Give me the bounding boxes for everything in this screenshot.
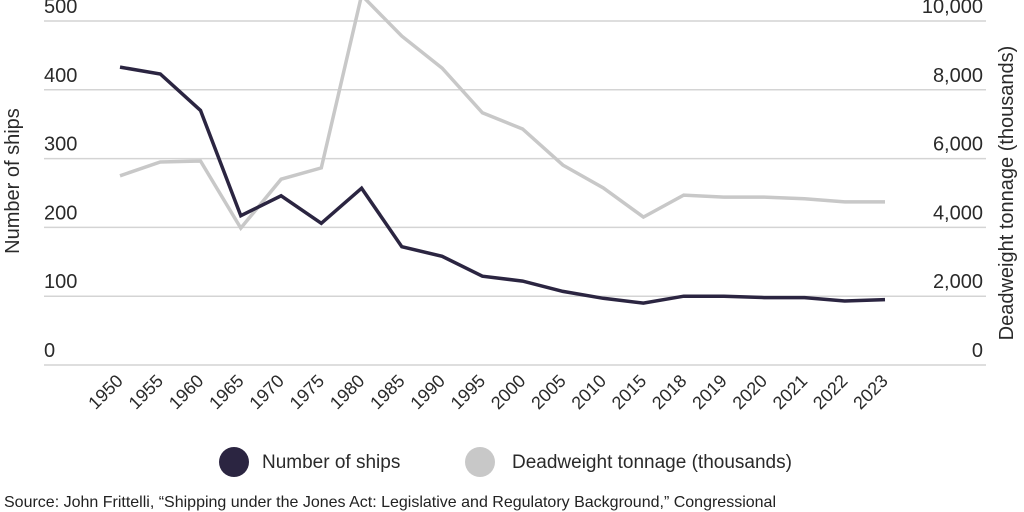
legend-label-tonnage: Deadweight tonnage (thousands)	[512, 452, 792, 473]
legend-marker-ships	[219, 447, 249, 477]
x-tick-label: 2022	[809, 371, 851, 413]
x-tick-label: 2005	[527, 371, 569, 413]
left-tick-label: 500	[44, 0, 77, 18]
series-line-tonnage	[119, 0, 885, 232]
source-note: Source: John Frittelli, “Shipping under …	[4, 494, 776, 511]
x-tick-label: 2021	[769, 371, 811, 413]
x-tick-label: 1955	[125, 371, 167, 413]
x-tick-label: 1990	[406, 371, 448, 413]
x-tick-label: 1965	[205, 371, 247, 413]
right-tick-label: 0	[972, 340, 983, 362]
x-tick-label: 2019	[688, 371, 730, 413]
left-axis-title: Number of ships	[2, 108, 24, 254]
left-tick-label: 400	[44, 65, 77, 87]
x-tick-label: 1950	[84, 371, 126, 413]
right-tick-label: 6,000	[933, 134, 983, 156]
x-axis-ticks: 1950195519601965197019751980198519901995…	[84, 371, 891, 413]
gridlines	[44, 20, 986, 366]
x-tick-label: 2023	[849, 371, 891, 413]
series-lines	[119, 0, 886, 305]
x-tick-label: 2000	[487, 371, 529, 413]
left-tick-label: 300	[44, 134, 77, 156]
left-tick-label: 200	[44, 202, 77, 224]
left-tick-label: 100	[44, 271, 77, 293]
right-tick-label: 10,000	[922, 0, 983, 18]
right-tick-label: 2,000	[933, 271, 983, 293]
x-tick-label: 1980	[326, 371, 368, 413]
legend: Number of ships Deadweight tonnage (thou…	[219, 447, 792, 477]
series-line-ships	[119, 65, 886, 305]
right-axis-ticks: 0 2,000 4,000 6,000 8,000 10,000	[922, 0, 983, 362]
right-axis-title: Deadweight tonnage (thousands)	[996, 46, 1018, 341]
legend-label-ships: Number of ships	[262, 452, 400, 473]
right-tick-label: 4,000	[933, 202, 983, 224]
x-tick-label: 1985	[366, 371, 408, 413]
x-tick-label: 1995	[447, 371, 489, 413]
x-tick-label: 2020	[729, 371, 771, 413]
x-tick-label: 2010	[568, 371, 610, 413]
x-tick-label: 1960	[165, 371, 207, 413]
x-tick-label: 1970	[245, 371, 287, 413]
right-tick-label: 8,000	[933, 65, 983, 87]
x-tick-label: 2015	[608, 371, 650, 413]
legend-marker-tonnage	[465, 447, 495, 477]
x-tick-label: 1975	[286, 371, 328, 413]
x-tick-label: 2018	[648, 371, 690, 413]
left-tick-label: 0	[44, 340, 55, 362]
left-axis-ticks: 0 100 200 300 400 500	[44, 0, 77, 362]
